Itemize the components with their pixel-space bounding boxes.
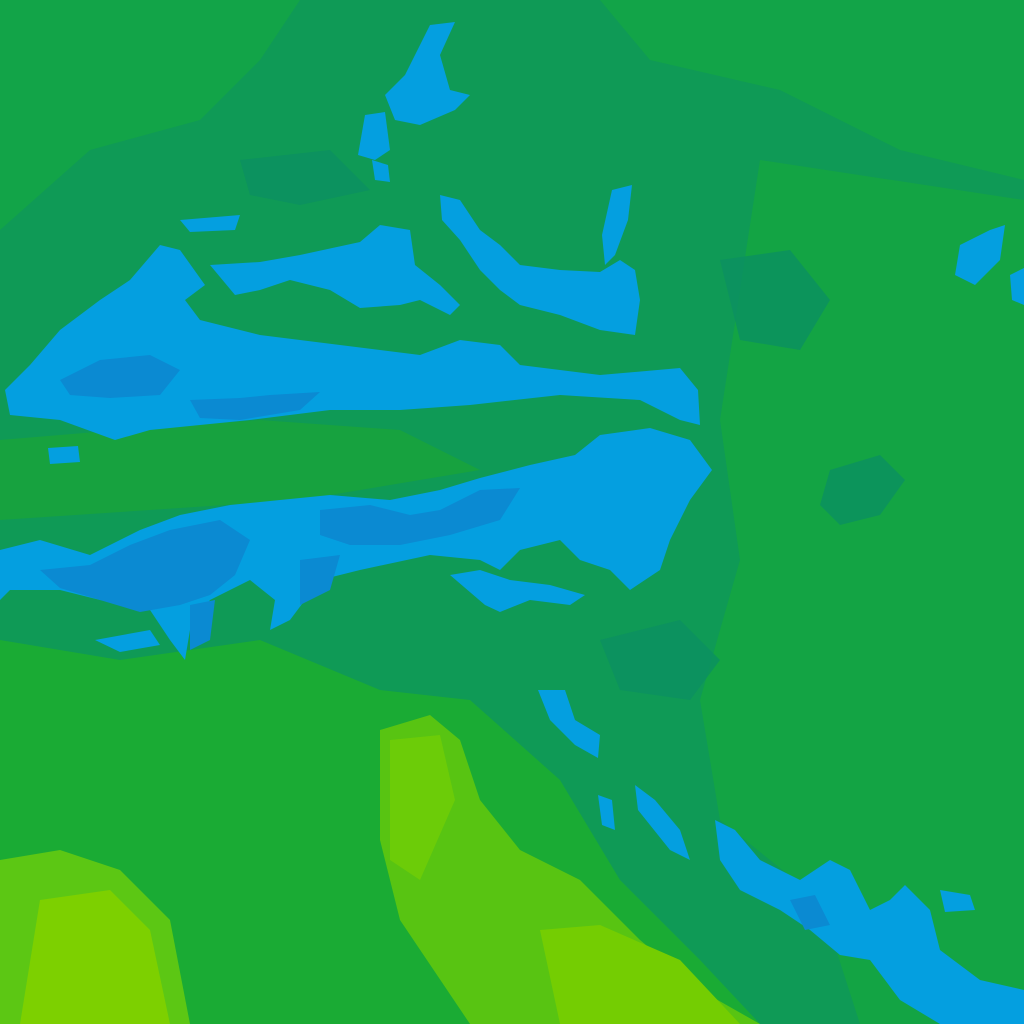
water: [635, 785, 690, 860]
plain: [20, 890, 170, 1024]
deep-water: [60, 355, 180, 398]
water: [1010, 268, 1024, 305]
deep-water: [300, 555, 340, 605]
water: [940, 890, 975, 912]
water: [358, 112, 390, 160]
water: [48, 446, 80, 464]
ridge: [820, 455, 905, 525]
deep-water: [190, 600, 215, 650]
water: [385, 22, 470, 125]
water: [602, 185, 632, 265]
ridge: [240, 150, 370, 205]
water: [955, 225, 1005, 285]
ridge: [600, 620, 720, 700]
deep-water-group: [40, 355, 830, 930]
water: [715, 820, 1024, 1024]
water: [598, 795, 615, 830]
ridge: [720, 250, 830, 350]
water: [180, 215, 240, 232]
lowland: [600, 0, 1024, 180]
lowland: [0, 420, 480, 520]
plain: [380, 715, 760, 1024]
water: [440, 195, 640, 335]
water: [5, 245, 700, 440]
deep-water: [790, 895, 830, 930]
deep-water: [40, 520, 250, 612]
deep-water: [190, 392, 320, 420]
plain: [540, 925, 740, 1024]
deep-water: [320, 488, 520, 545]
ridge-group: [240, 150, 905, 700]
water: [450, 570, 585, 612]
water: [95, 630, 160, 652]
plain: [390, 735, 455, 880]
water: [538, 690, 600, 758]
water: [210, 225, 460, 315]
water: [372, 160, 390, 182]
lowland: [700, 160, 1024, 1024]
lowland: [0, 0, 300, 230]
